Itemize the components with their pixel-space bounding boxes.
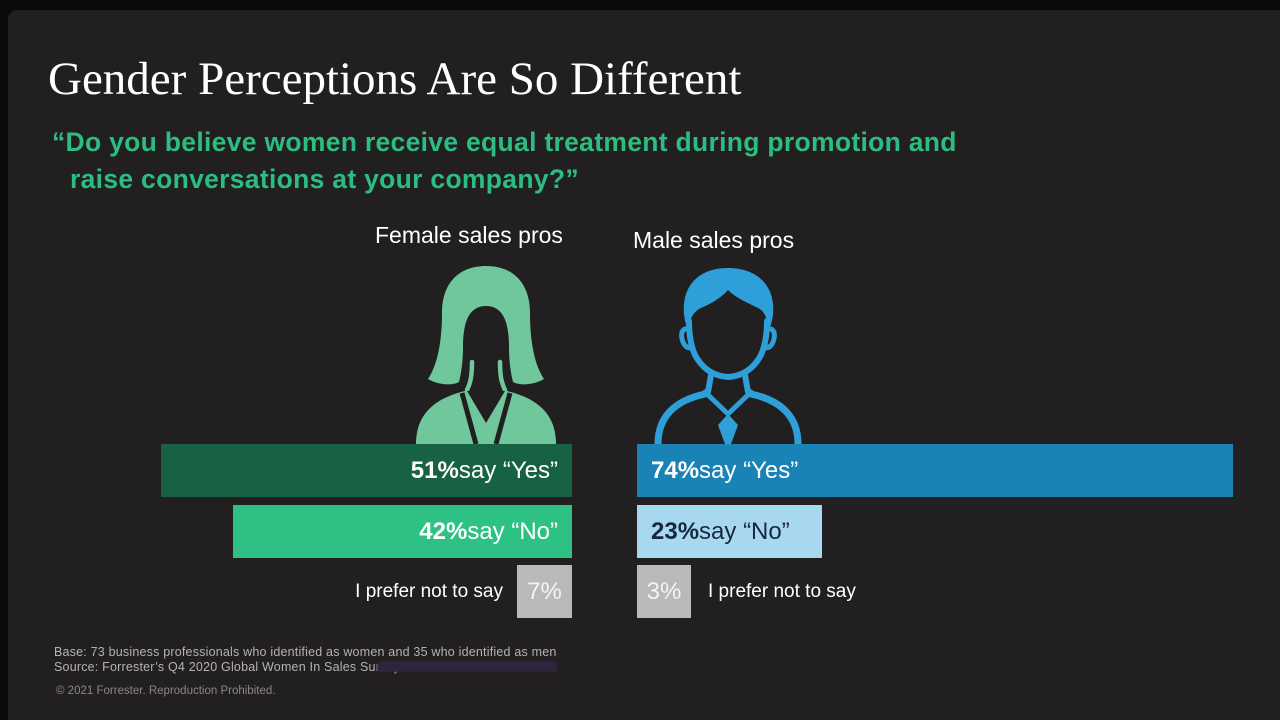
bar-female-yes: 51% say “Yes” xyxy=(161,444,572,497)
label-male-prefer-not-to-say: I prefer not to say xyxy=(708,580,856,602)
bar-female-no-text: say “No” xyxy=(467,517,558,545)
obscured-source-link xyxy=(377,661,557,672)
survey-question-line1: “Do you believe women receive equal trea… xyxy=(52,127,957,157)
bar-male-no: 23% say “No” xyxy=(637,505,822,558)
bar-male-yes: 74% say “Yes” xyxy=(637,444,1233,497)
bar-male-no-value: 23% xyxy=(651,517,700,545)
bar-male-prefer-not-value-box: 3% xyxy=(637,565,691,618)
survey-question-line2: raise conversations at your company?” xyxy=(70,164,579,194)
copyright-note: © 2021 Forrester. Reproduction Prohibite… xyxy=(56,685,276,697)
male-person-icon xyxy=(641,265,815,448)
survey-question: “Do you believe women receive equal trea… xyxy=(52,124,957,198)
bar-male-prefer-not-value: 3% xyxy=(646,577,682,605)
column-label-female: Female sales pros xyxy=(375,222,563,248)
column-label-male: Male sales pros xyxy=(633,227,795,253)
slide-title: Gender Perceptions Are So Different xyxy=(48,53,742,105)
bar-female-yes-text: say “Yes” xyxy=(458,456,558,484)
female-person-icon xyxy=(403,262,570,445)
bar-female-no: 42% say “No” xyxy=(233,505,572,558)
bar-male-no-text: say “No” xyxy=(699,517,790,545)
bar-female-no-value: 42% xyxy=(419,517,468,545)
bar-female-prefer-not-value: 7% xyxy=(527,577,562,605)
bar-female-prefer-not-value-box: 7% xyxy=(517,565,572,618)
bar-female-yes-value: 51% xyxy=(410,456,459,484)
slide-background: Gender Perceptions Are So Different “Do … xyxy=(8,10,1280,720)
bar-male-yes-text: say “Yes” xyxy=(699,456,799,484)
base-note: Base: 73 business professionals who iden… xyxy=(54,645,557,659)
label-female-prefer-not-to-say: I prefer not to say xyxy=(355,580,503,602)
bar-male-yes-value: 74% xyxy=(651,456,700,484)
source-note: Source: Forrester’s Q4 2020 Global Women… xyxy=(54,660,401,674)
